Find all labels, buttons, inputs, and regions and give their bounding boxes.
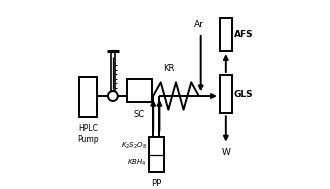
Text: PP: PP [151,179,161,188]
Bar [79,77,97,117]
Bar [148,137,164,172]
Text: $KBH_4$: $KBH_4$ [127,157,147,168]
Text: GLS: GLS [234,90,253,99]
Circle shape [108,91,118,101]
Text: HPLC
Pump: HPLC Pump [77,124,99,144]
Bar [220,75,232,113]
Bar [127,79,152,102]
Text: W: W [221,148,230,157]
Text: Ar: Ar [194,20,204,29]
Text: SC: SC [134,110,145,119]
Text: KR: KR [163,64,174,73]
Bar [220,18,232,51]
Text: $K_2S_2O_8$: $K_2S_2O_8$ [121,141,147,151]
Text: AFS: AFS [234,30,253,39]
Bar [111,51,115,91]
